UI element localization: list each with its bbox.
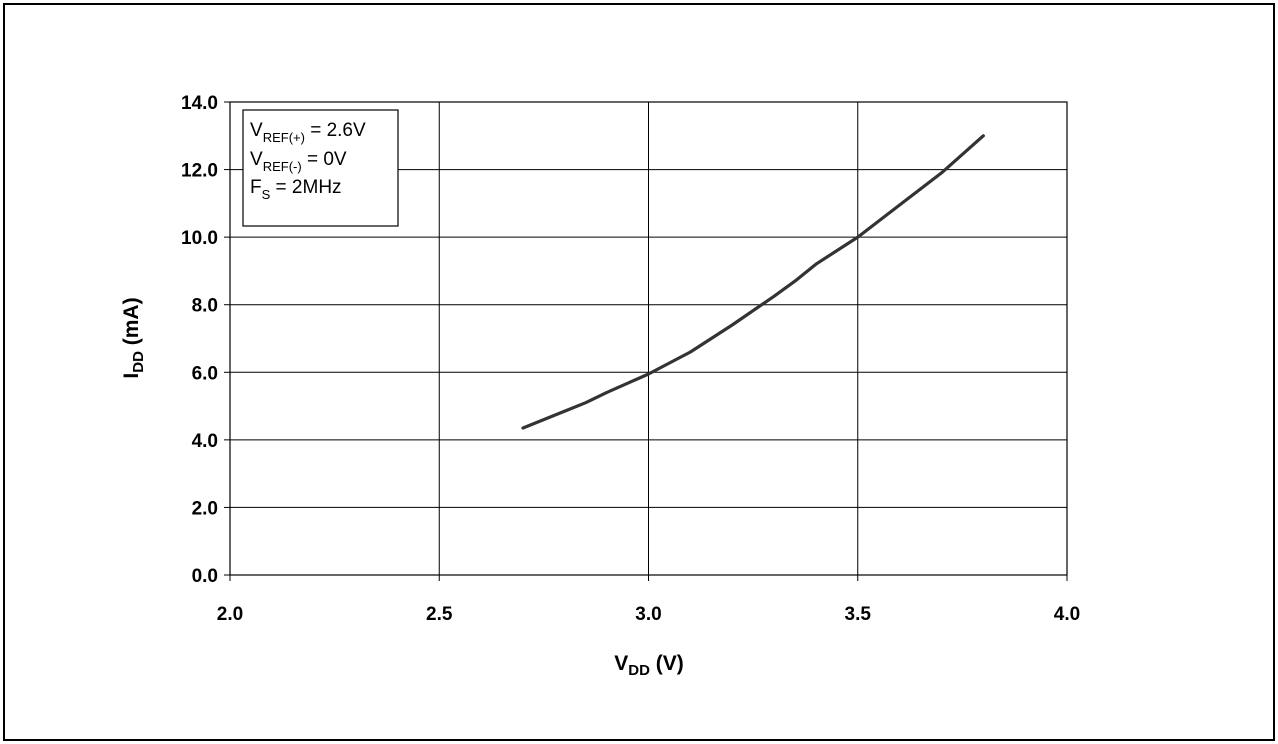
chart-frame [3,3,1275,741]
x-tick-label: 2.0 [217,604,243,625]
y-tick-label: 2.0 [192,498,218,519]
x-axis-title: VDD (V) [614,652,684,679]
x-tick-label: 2.5 [426,604,453,625]
y-tick-labels: 0.0 2.0 4.0 6.0 8.0 10.0 12.0 14.0 [181,93,218,587]
legend-border [242,109,399,227]
x-tick-label: 4.0 [1054,604,1080,625]
y-tick-label: 0.0 [192,566,218,587]
y-tick-label: 10.0 [181,228,218,249]
series-line [521,134,985,430]
x-tick-label: 3.5 [845,604,872,625]
plot-area [229,101,1068,576]
y-tick-label: 12.0 [181,161,218,182]
annotation-vref-minus: VREF(-) = 0V [250,149,347,174]
y-axis-title: IDD (mA) [120,297,147,378]
y-tick-label: 8.0 [192,296,218,317]
x-tick-labels: 2.0 2.5 3.0 3.5 4.0 [217,604,1080,625]
legend-box: VREF(+) = 2.6V VREF(-) = 0V FS = 2MHz [242,109,399,227]
series-group [521,134,985,430]
annotation-vref-plus: VREF(+) = 2.6V [250,120,366,145]
y-tick-label: 4.0 [192,431,218,452]
x-tick-label: 3.0 [635,604,661,625]
annotation-fs: FS = 2MHz [250,177,342,202]
y-tick-label: 6.0 [192,363,218,384]
y-tick-label: 14.0 [181,93,218,114]
